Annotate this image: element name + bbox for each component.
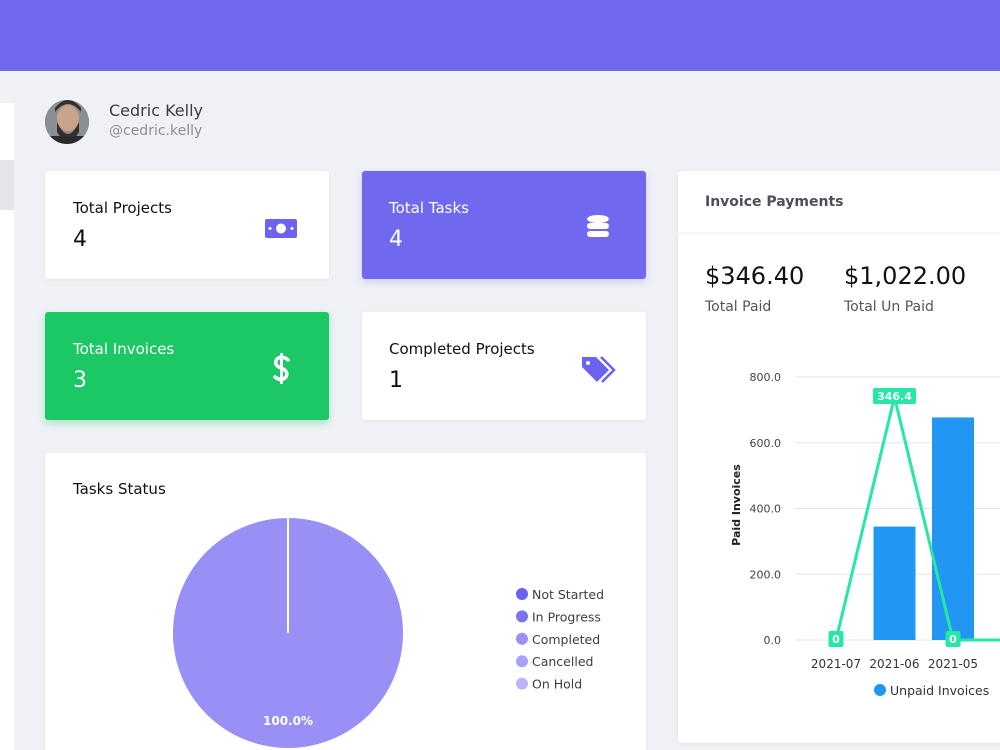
panel-title: Tasks Status <box>72 480 166 498</box>
card <box>362 312 646 420</box>
panel-title: Invoice Payments <box>705 194 844 210</box>
data-label-bg <box>873 388 916 405</box>
x-tick-label: 2021-05 <box>928 657 978 671</box>
line <box>834 396 1000 642</box>
card-title: Total Projects <box>72 199 172 217</box>
legend-label: Not Started <box>532 587 604 602</box>
combo-chart: 0.0 200.0 400.0 600.0 800.0 2021-07 2021-06 202… <box>750 371 1000 698</box>
avatar[interactable] <box>45 100 89 146</box>
legend-label: Cancelled <box>532 654 593 669</box>
top-bar <box>0 0 1000 71</box>
tags-icon <box>582 356 616 383</box>
y-tick-label: 800.0 <box>750 371 782 384</box>
y-tick-label: 600.0 <box>750 437 782 450</box>
legend-marker <box>516 610 528 623</box>
card-title: Completed Projects <box>389 340 535 358</box>
legend-marker <box>516 655 528 668</box>
y-tick-label: 200.0 <box>750 568 782 581</box>
data-label: 0 <box>949 633 957 646</box>
x-tick-label: 2021-06 <box>869 657 919 671</box>
legend-marker <box>516 632 528 645</box>
card-title: Total Tasks <box>388 199 469 217</box>
legend-marker <box>516 677 528 690</box>
user-name: Cedric Kelly <box>109 101 203 120</box>
panel <box>678 171 1000 743</box>
legend-label: On Hold <box>532 677 582 692</box>
data-label: 100.0% <box>263 714 313 728</box>
sidebar <box>0 103 14 750</box>
data-label-bg <box>945 631 961 647</box>
card-value: 4 <box>389 227 403 252</box>
pie-chart: 100.0% Not Started In Progress Completed Can… <box>171 515 604 750</box>
legend-label: In Progress <box>532 609 601 624</box>
card-value: 4 <box>73 227 87 252</box>
legend-label: Completed <box>532 632 600 647</box>
total-label: Total Paid <box>704 299 771 315</box>
card <box>362 171 646 279</box>
data-label: 0 <box>832 633 840 646</box>
x-tick-label: 2021-07 <box>811 657 861 671</box>
card <box>45 171 329 279</box>
legend-marker <box>874 684 886 696</box>
money-icon <box>265 219 297 238</box>
legend-label: Unpaid Invoices <box>890 683 989 698</box>
y-tick-label: 0.0 <box>764 634 782 647</box>
legend-marker <box>516 588 528 600</box>
card <box>45 312 329 420</box>
y-tick-label: 400.0 <box>750 503 782 516</box>
sidebar-item[interactable] <box>0 160 14 210</box>
user-handle: @cedric.kelly <box>109 123 202 139</box>
total-amount: $1,022.00 <box>844 262 966 290</box>
y-axis-title: Paid Invoices <box>730 464 743 546</box>
data-label-bg <box>828 631 844 647</box>
data-label: 346.4 <box>877 390 912 403</box>
bar <box>932 417 974 640</box>
card-value: 3 <box>73 368 87 393</box>
total-amount: $346.40 <box>705 262 804 290</box>
database-icon <box>587 215 609 237</box>
dollar-icon <box>273 353 290 384</box>
total-label: Total Un Paid <box>843 299 934 315</box>
bar <box>873 526 916 640</box>
card-title: Total Invoices <box>72 340 174 358</box>
card-value: 1 <box>389 368 403 393</box>
